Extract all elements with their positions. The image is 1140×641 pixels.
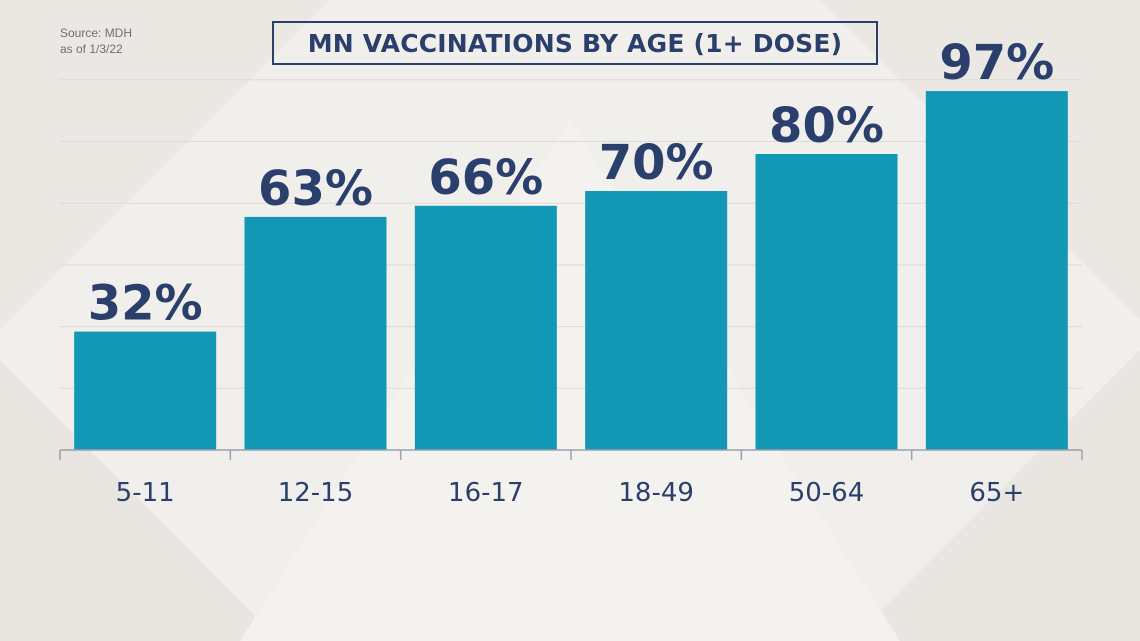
bar-18-49	[585, 191, 728, 450]
category-label: 12-15	[278, 478, 354, 508]
value-label: 66%	[428, 150, 543, 206]
bar-50-64	[755, 154, 898, 450]
category-label: 16-17	[448, 478, 524, 508]
value-label: 97%	[939, 35, 1054, 91]
value-label: 70%	[599, 135, 714, 191]
bar-12-15	[244, 216, 387, 450]
source-label: Source: MDH	[60, 26, 133, 40]
value-label: 32%	[88, 276, 203, 332]
bar-5-11	[74, 331, 217, 450]
chart-title: MN VACCINATIONS BY AGE (1+ DOSE)	[272, 21, 878, 65]
bar-65+	[925, 91, 1068, 450]
value-label: 63%	[258, 161, 373, 217]
source-note: Source: MDH as of 1/3/22	[60, 25, 132, 57]
category-label: 65+	[969, 478, 1024, 508]
source-date: as of 1/3/22	[60, 42, 123, 56]
category-label: 5-11	[116, 478, 175, 508]
value-label: 80%	[769, 98, 884, 154]
bar-16-17	[414, 205, 557, 450]
category-label: 50-64	[789, 478, 865, 508]
category-label: 18-49	[618, 478, 694, 508]
